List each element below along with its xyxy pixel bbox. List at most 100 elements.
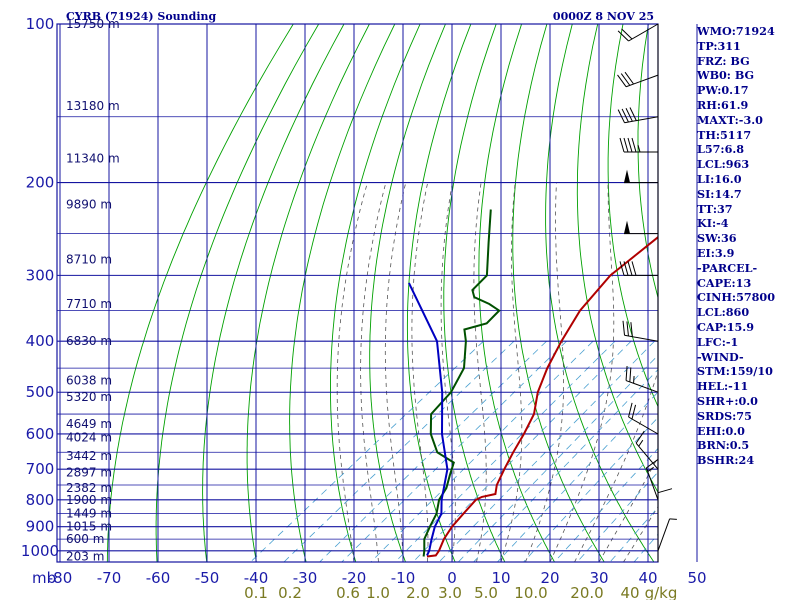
dry-adiabat (607, 24, 658, 408)
dry-adiabat (369, 24, 446, 562)
dry-adiabats (106, 24, 658, 562)
temperature-line (426, 235, 658, 558)
temperature-tick-label: -80 (48, 569, 73, 587)
moist-adiabat (360, 182, 387, 562)
wind-barb-full (625, 366, 628, 381)
parcel-line (407, 282, 449, 556)
temperature-tick-label: 10 (491, 569, 510, 587)
wind-barbs (617, 23, 677, 562)
height-label: 1449 m (66, 507, 112, 521)
index-line: SRDS:75 (697, 408, 752, 423)
height-label: 1015 m (66, 520, 112, 534)
moist-adiabat (500, 182, 523, 562)
isobar-grid (57, 23, 658, 563)
wind-barb-full (617, 30, 629, 42)
wind-barb-staff (657, 518, 671, 551)
mixing-ratio-label: 0.6 (336, 584, 360, 600)
dry-adiabat (512, 24, 605, 562)
height-label: 4649 m (66, 417, 112, 431)
height-label: 2382 m (66, 481, 112, 495)
mixing-ratio-line (554, 447, 658, 562)
temperature-tick-label: -20 (342, 569, 367, 587)
wind-barb (625, 366, 659, 393)
mixing-ratio-line (473, 368, 658, 562)
chart-title: CYRB (71924) Sounding (66, 10, 217, 23)
index-line: STM:159/10 (697, 364, 773, 379)
wind-barb (657, 488, 673, 527)
height-label: 600 m (66, 532, 104, 546)
index-line: SW:36 (697, 231, 737, 246)
wind-barb-full (619, 261, 625, 276)
mixing-ratio-line (438, 340, 655, 562)
wind-barb-full (631, 261, 637, 276)
wind-barb (628, 402, 659, 435)
wind-barb-full (621, 108, 629, 123)
temperature-tick-label: -50 (195, 569, 220, 587)
pressure-tick-label: 1000 (21, 542, 59, 560)
wind-barb-full (627, 261, 633, 276)
height-label: 1900 m (66, 493, 112, 507)
mixing-ratio-line (497, 391, 658, 562)
mixing-ratio-line (341, 340, 567, 562)
moist-adiabat (473, 182, 487, 562)
index-line: SI:14.7 (697, 186, 742, 201)
mixing-ratio-label: 1.0 (366, 584, 390, 600)
index-line: TP:311 (697, 38, 741, 53)
index-line: PW:0.17 (697, 83, 749, 98)
mixing-ratio-label: 2.0 (406, 584, 430, 600)
height-label: 3442 m (66, 449, 112, 463)
wind-barb (635, 430, 659, 470)
wind-barb-staff (624, 116, 659, 124)
wind-barb-full (623, 137, 629, 153)
temperature-tick-label: -70 (97, 569, 122, 587)
wind-barb-full (631, 137, 637, 153)
temperature-tick-label: 40 (638, 569, 657, 587)
moist-adiabat (549, 182, 615, 562)
height-label: 203 m (66, 550, 104, 564)
wind-barb-full (623, 261, 629, 276)
dry-adiabat (576, 24, 658, 494)
wind-barb (622, 320, 659, 342)
dry-adiabat (478, 24, 555, 562)
wind-barb-staff (628, 416, 659, 435)
mixing-ratio-line (283, 340, 515, 562)
mixing-ratio-lines (250, 340, 658, 562)
pressure-tick-label: 300 (26, 266, 55, 284)
wind-barb (657, 518, 677, 551)
index-line: TT:37 (697, 201, 733, 216)
wind-barb-staff (628, 23, 659, 42)
dry-adiabat (106, 24, 294, 562)
chart-datetime: 0000Z 8 NOV 25 (553, 10, 654, 23)
mixing-ratio-line (394, 340, 616, 562)
index-line: EHI:0.0 (697, 423, 745, 438)
temperature-tick-label: 30 (589, 569, 608, 587)
wind-barb-full (657, 488, 673, 494)
index-line: -WIND- (697, 349, 744, 364)
mixing-ratio-label: 3.0 (438, 584, 462, 600)
wind-barb-full (626, 321, 629, 337)
index-line: RH:61.9 (697, 97, 749, 112)
mixing-ratio-line (250, 340, 484, 562)
index-line: LCL:860 (697, 305, 750, 320)
wind-barb-flag (624, 169, 630, 183)
wind-barb-full (621, 28, 633, 40)
wind-barb (645, 458, 659, 500)
dry-adiabat (246, 24, 370, 562)
temperature-tick-label: 20 (540, 569, 559, 587)
pressure-tick-label: 600 (26, 425, 55, 443)
temperature-tick-label: 50 (687, 569, 706, 587)
wind-barb-half (633, 376, 635, 384)
mixing-ratio-label: 0.2 (278, 584, 302, 600)
wind-barb (617, 23, 659, 42)
wind-barb-full (629, 107, 637, 121)
dry-adiabat (155, 24, 320, 562)
index-line: CAPE:13 (697, 275, 752, 290)
dry-adiabat (289, 24, 396, 562)
wind-barb-full (617, 74, 627, 88)
isotherm-grid (56, 23, 698, 563)
height-label: 5320 m (66, 390, 112, 404)
wind-barb-full (620, 73, 631, 86)
wind-barb-full (646, 458, 659, 469)
mixing-ratio-label: 20.0 (570, 584, 603, 600)
